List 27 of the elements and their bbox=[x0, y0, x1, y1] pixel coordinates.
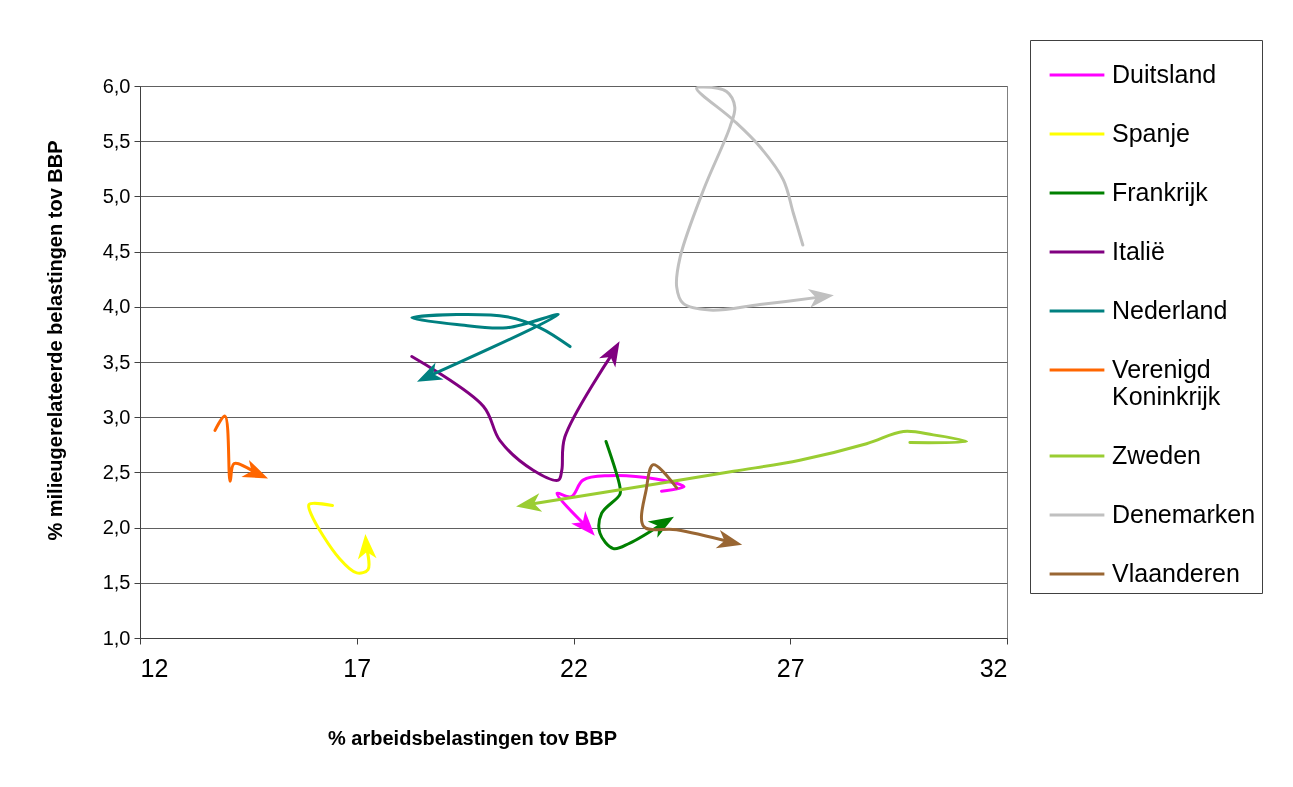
legend-label: Vlaanderen bbox=[1112, 559, 1240, 587]
x-tick-label: 22 bbox=[560, 653, 588, 682]
y-tick-label: 2,0 bbox=[102, 516, 131, 539]
legend-label: Zweden bbox=[1112, 441, 1201, 469]
y-tick-label: 4,0 bbox=[102, 295, 131, 318]
y-tick-label: 2,5 bbox=[102, 460, 131, 483]
legend-label: Frankrijk bbox=[1112, 178, 1209, 206]
x-tick-label: 27 bbox=[776, 653, 805, 682]
y-tick-label: 4,5 bbox=[102, 240, 131, 263]
y-tick-label: 5,0 bbox=[102, 184, 131, 207]
legend-label: Denemarken bbox=[1112, 500, 1256, 528]
y-tick-label: 3,0 bbox=[102, 405, 131, 428]
x-tick-label: 12 bbox=[140, 653, 169, 682]
legend-label: Italië bbox=[1112, 237, 1165, 265]
y-axis-title: % milieugerelateerde belastingen tov BBP bbox=[43, 140, 66, 541]
x-tick-label: 32 bbox=[979, 653, 1008, 682]
y-tick-label: 3,5 bbox=[102, 350, 131, 373]
legend-label: Duitsland bbox=[1112, 60, 1217, 88]
legend-label: Verenigd Koninkrijk bbox=[1112, 355, 1221, 410]
y-tick-label: 6,0 bbox=[102, 74, 131, 97]
y-tick-label: 5,5 bbox=[102, 129, 131, 152]
x-tick-label: 17 bbox=[343, 653, 372, 682]
y-tick-label: 1,5 bbox=[102, 571, 131, 594]
y-tick-label: 1,0 bbox=[102, 626, 131, 649]
legend-label: Nederland bbox=[1112, 296, 1228, 324]
x-axis-title: % arbeidsbelastingen tov BBP bbox=[328, 726, 617, 749]
legend-label: Spanje bbox=[1112, 119, 1190, 147]
